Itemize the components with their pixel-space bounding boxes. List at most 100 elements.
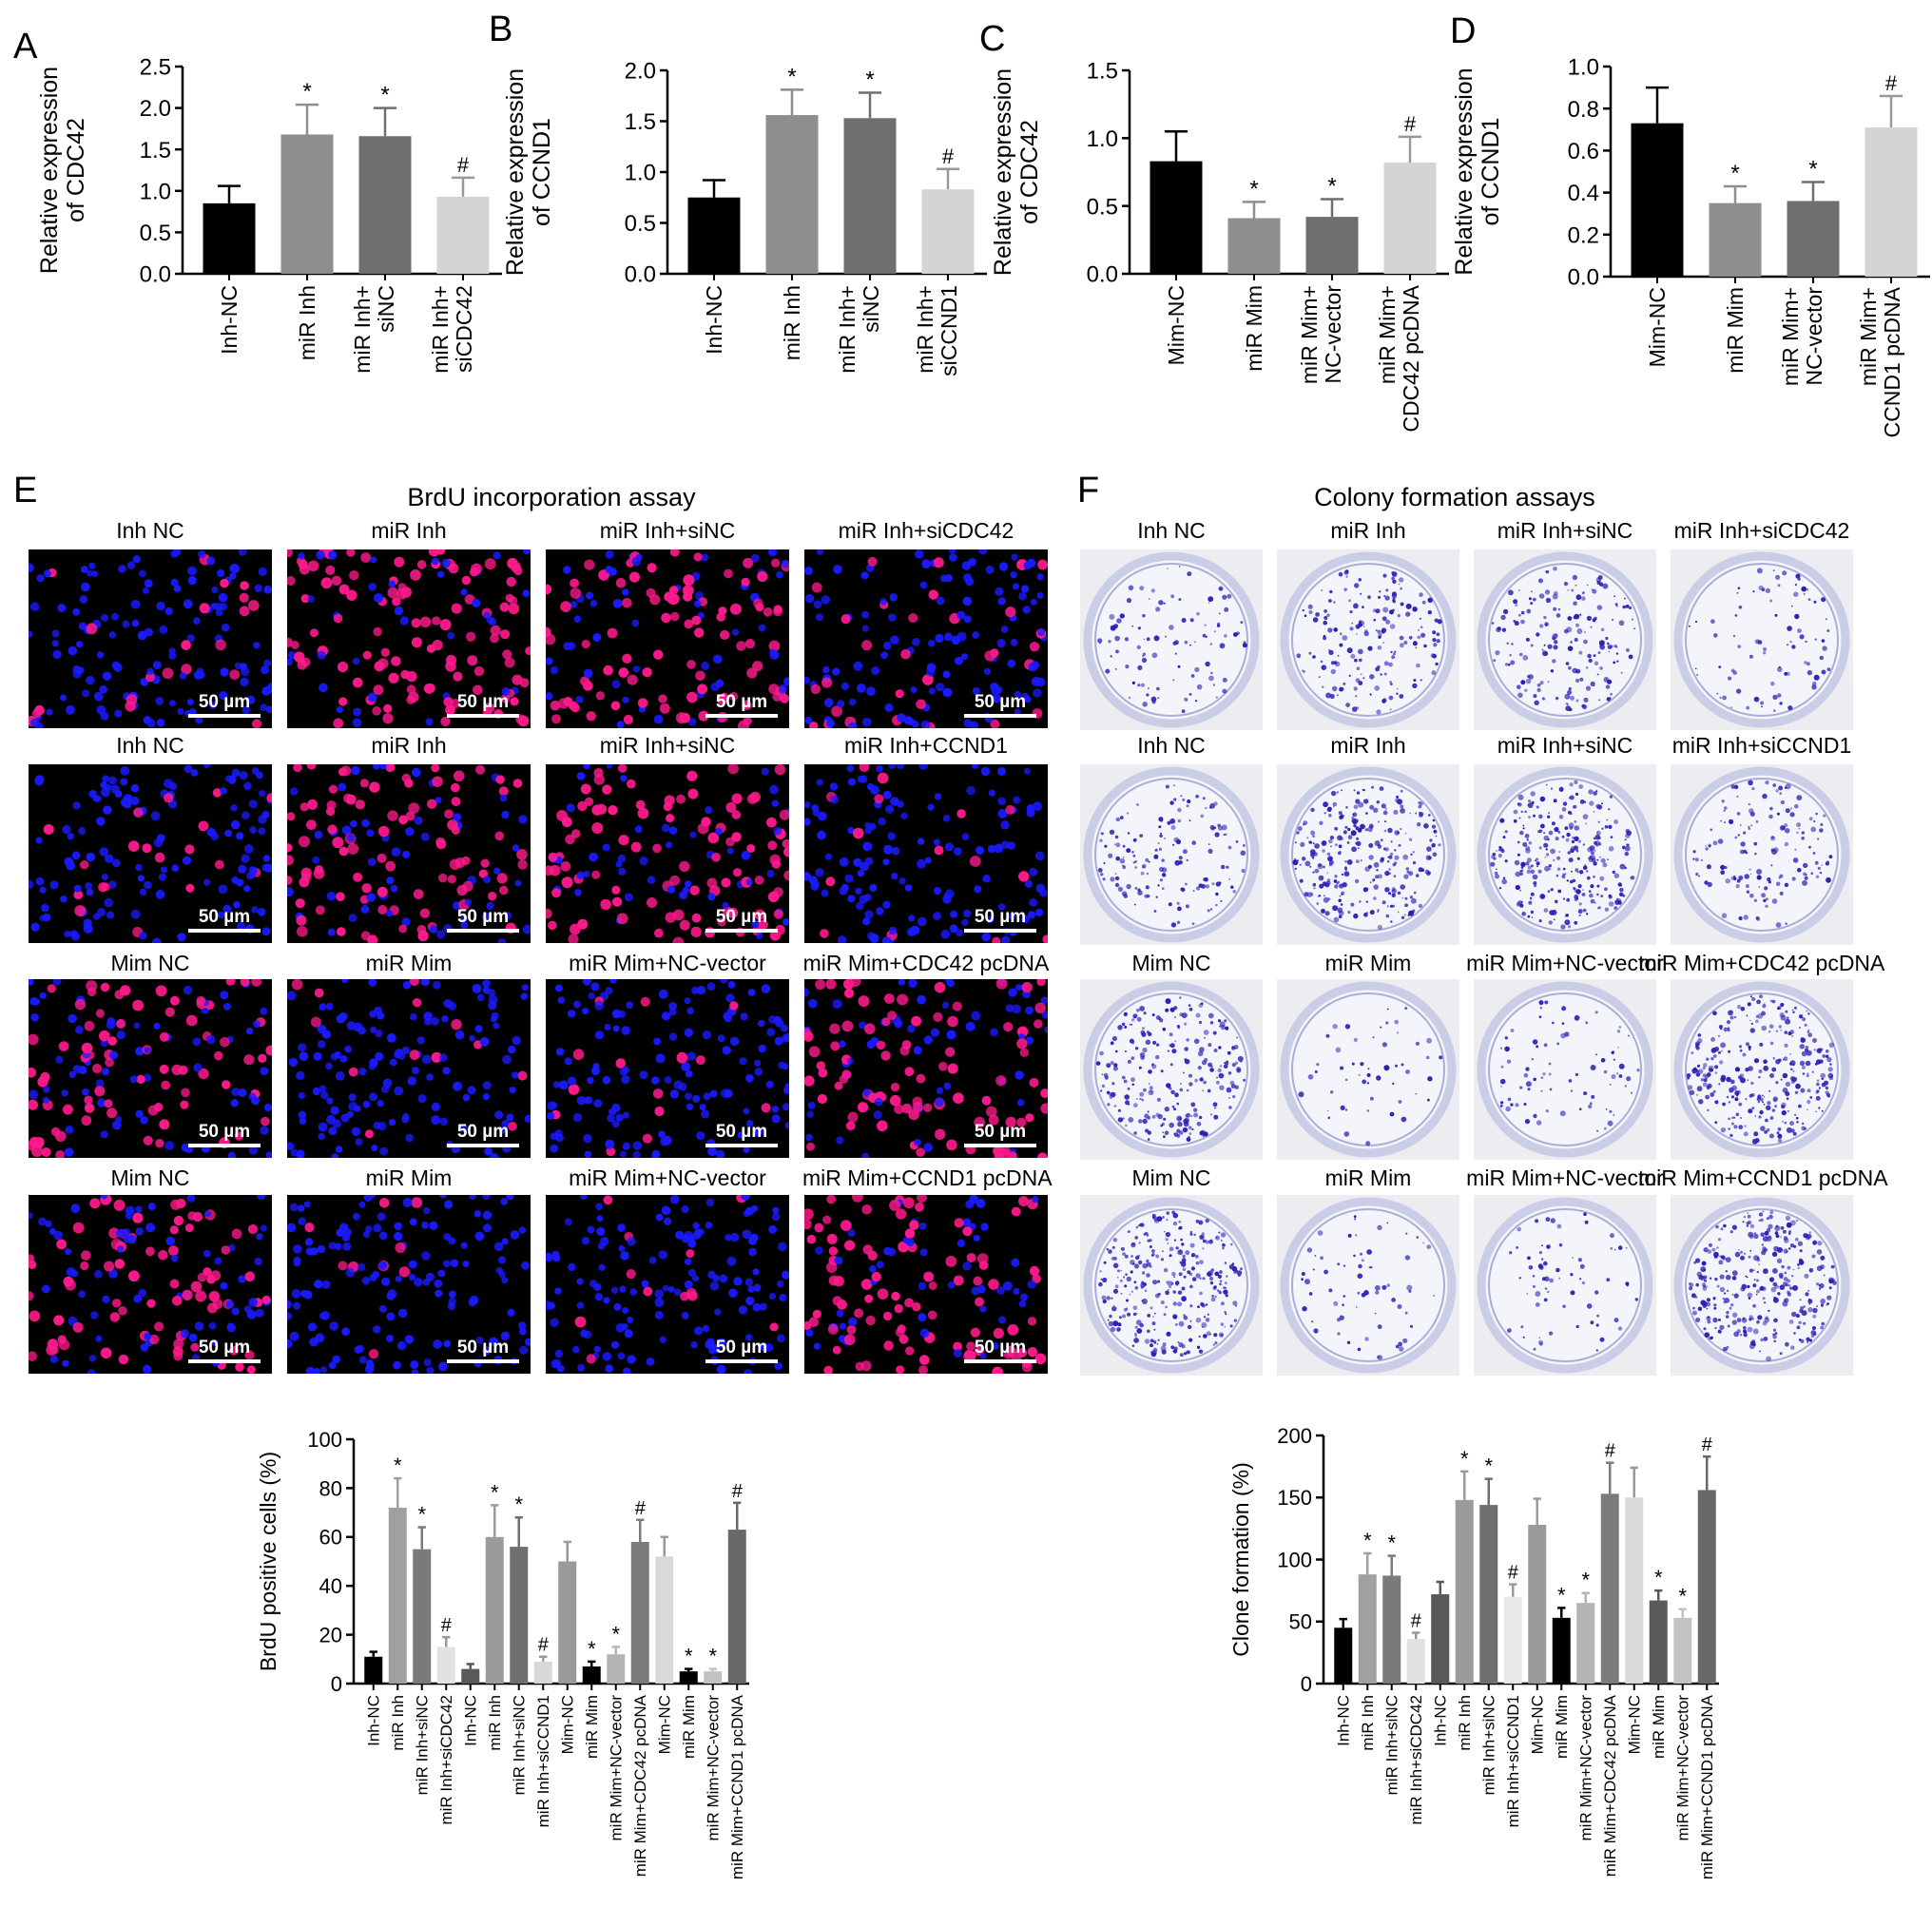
brdu-positive-nucleus <box>337 927 346 936</box>
nucleus <box>870 785 879 795</box>
brdu-positive-nucleus <box>995 979 1008 990</box>
colony <box>1102 877 1106 881</box>
nucleus <box>611 1120 620 1128</box>
nucleus <box>394 1231 403 1242</box>
colony <box>1511 643 1514 645</box>
colony <box>1575 594 1582 601</box>
colony <box>1392 579 1397 584</box>
brdu-positive-nucleus <box>548 920 557 931</box>
brdu-positive-nucleus <box>161 1080 171 1090</box>
nucleus <box>880 651 888 660</box>
colony <box>1133 903 1136 906</box>
nucleus <box>160 866 168 874</box>
nucleus <box>942 815 951 822</box>
brdu-positive-nucleus <box>768 640 781 652</box>
colony <box>1219 643 1226 649</box>
colony <box>1180 795 1183 798</box>
nucleus <box>557 996 565 1004</box>
nucleus <box>518 1226 527 1234</box>
brdu-positive-nucleus <box>962 1226 973 1237</box>
brdu-positive-nucleus <box>484 703 495 714</box>
nucleus <box>771 1212 781 1222</box>
colony <box>1373 884 1379 890</box>
colony <box>1427 871 1431 875</box>
nucleus <box>777 1280 784 1288</box>
colony <box>1365 812 1368 815</box>
brdu-positive-nucleus <box>473 684 483 696</box>
nucleus <box>918 1281 927 1291</box>
nucleus <box>758 1044 766 1053</box>
nucleus <box>857 684 866 693</box>
nucleus <box>96 704 106 715</box>
nucleus <box>966 786 976 796</box>
nucleus <box>251 767 260 775</box>
brdu-positive-nucleus <box>287 812 296 821</box>
nucleus <box>293 1301 301 1310</box>
colony <box>1408 871 1414 876</box>
brdu-positive-nucleus <box>287 876 293 885</box>
brdu-positive-nucleus <box>185 883 195 893</box>
nucleus <box>1028 662 1038 672</box>
brdu-positive-nucleus <box>293 764 302 773</box>
nucleus <box>907 1025 916 1033</box>
nucleus <box>205 1034 216 1045</box>
colony <box>1339 686 1343 692</box>
nucleus <box>507 1308 515 1317</box>
scale-bar-line <box>188 714 261 718</box>
nucleus <box>976 1199 986 1208</box>
colony <box>1343 871 1350 877</box>
colony <box>1404 832 1407 835</box>
colony <box>1377 820 1380 823</box>
nucleus <box>414 1278 423 1287</box>
colony <box>1314 843 1320 849</box>
nucleus <box>313 1051 322 1061</box>
brdu-positive-nucleus <box>55 1150 65 1158</box>
nucleus <box>974 885 982 894</box>
colony <box>1120 816 1124 819</box>
nucleus <box>114 709 123 718</box>
nucleus <box>833 565 842 574</box>
dish-drawing <box>1477 766 1653 943</box>
nucleus <box>501 810 510 819</box>
brdu-positive-nucleus <box>145 672 155 683</box>
nucleus <box>500 1331 510 1340</box>
nucleus <box>88 789 97 799</box>
brdu-positive-nucleus <box>844 988 855 998</box>
nucleus <box>742 1229 752 1240</box>
brdu-positive-nucleus <box>73 890 84 900</box>
nucleus <box>362 1100 371 1108</box>
brdu-positive-nucleus <box>409 1050 420 1060</box>
nucleus <box>441 1015 449 1023</box>
colony <box>1360 823 1365 830</box>
colony <box>1536 632 1540 637</box>
colony <box>1327 627 1333 633</box>
brdu-positive-nucleus <box>837 1300 847 1310</box>
colony <box>1772 569 1775 572</box>
colony <box>1381 627 1387 633</box>
brdu-positive-nucleus <box>377 658 389 669</box>
brdu-positive-nucleus <box>694 627 705 638</box>
nucleus <box>1014 1070 1024 1080</box>
colony <box>1356 666 1361 670</box>
nucleus <box>96 817 106 826</box>
dish-drawing <box>1477 551 1653 728</box>
colony <box>1784 672 1788 676</box>
brdu-positive-nucleus <box>104 1261 115 1272</box>
brdu-positive-nucleus <box>586 711 596 722</box>
nucleus <box>64 930 71 938</box>
nucleus <box>71 931 79 938</box>
brdu-positive-nucleus <box>494 831 504 841</box>
nucleus <box>99 684 108 694</box>
colony <box>1131 625 1134 627</box>
brdu-positive-nucleus <box>1036 979 1046 987</box>
brdu-positive-nucleus <box>546 626 551 638</box>
brdu-positive-nucleus <box>387 587 399 599</box>
colony <box>1574 613 1580 620</box>
brdu-positive-nucleus <box>80 860 89 870</box>
scale-bar: 50 µm <box>447 1338 519 1363</box>
brdu-micrograph: 50 µm <box>546 764 789 943</box>
nucleus <box>433 1339 442 1349</box>
nucleus <box>744 1278 754 1286</box>
colony <box>1322 849 1325 853</box>
colony <box>1109 829 1115 835</box>
